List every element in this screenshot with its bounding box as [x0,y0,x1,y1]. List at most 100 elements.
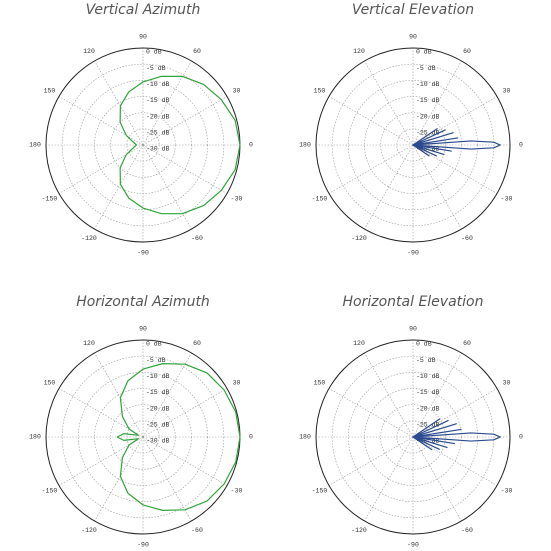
angle-label: -150 [42,488,58,495]
angle-label: -60 [191,235,203,242]
angle-label: 0 [519,142,523,149]
angle-label: 150 [314,88,326,95]
r-tick-label: -25 dB [146,422,170,429]
r-tick-label: -10 dB [416,81,440,88]
angle-label: 180 [29,142,41,149]
angle-label: -120 [81,527,97,534]
angle-label: 180 [299,142,311,149]
spoke [412,144,462,230]
grid-ring [380,404,446,470]
angle-label: 120 [353,340,365,347]
angle-label: 90 [409,326,417,333]
grid-ring [126,420,160,454]
spoke [364,144,414,230]
r-tick-label: -20 dB [146,405,170,412]
spoke [142,436,192,522]
angle-label: 120 [83,48,95,55]
angle-label: 150 [44,88,56,95]
angle-label: 150 [44,380,56,387]
grid-ring [364,96,462,194]
angle-label: -150 [312,196,328,203]
angle-label: -30 [501,196,513,203]
chart-title: Vertical Elevation [352,2,474,18]
angle-label: -120 [81,235,97,242]
angle-label: -90 [407,542,419,549]
r-tick-label: -15 dB [146,97,170,104]
r-tick-label: -30 dB [146,146,170,153]
r-tick-label: -25 dB [416,422,440,429]
spoke [94,352,144,438]
angle-label: 180 [299,434,311,441]
spoke [142,144,192,230]
angle-label: 30 [503,88,511,95]
r-tick-label: -20 dB [416,405,440,412]
angle-label: -90 [137,542,149,549]
angle-label: 30 [503,380,511,387]
angle-label: 150 [314,380,326,387]
angle-label: 120 [353,48,365,55]
grid-ring [61,355,225,519]
angle-label: 60 [463,340,471,347]
r-tick-label: -20 dB [416,113,440,120]
spoke [94,436,144,522]
grid-ring [348,372,478,502]
r-tick-label: 0 dB [416,49,432,56]
grid-ring [94,388,192,486]
angle-label: -90 [407,250,419,257]
chart-title: Horizontal Azimuth [76,294,210,310]
pattern-line [412,418,501,451]
r-tick-label: -10 dB [146,81,170,88]
grid-ring [94,96,192,194]
spoke [364,60,414,146]
grid-ring [364,388,462,486]
pattern-line [116,363,241,511]
grid-ring [348,80,478,210]
grid-ring [110,112,176,178]
r-tick-label: 0 dB [146,341,162,348]
r-tick-label: -5 dB [416,357,436,364]
grid-ring [331,355,495,519]
angle-label: 30 [233,380,241,387]
spoke [142,388,228,438]
angle-label: 0 [249,434,253,441]
spoke [412,388,498,438]
pattern-line [119,75,241,215]
outer-ring [315,47,511,243]
angle-label: -60 [191,527,203,534]
r-tick-label: -5 dB [416,65,436,72]
r-tick-label: -10 dB [146,373,170,380]
spoke [142,96,228,146]
grid-ring [110,404,176,470]
r-tick-label: -5 dB [146,357,166,364]
angle-label: 90 [409,34,417,41]
r-tick-label: -15 dB [146,389,170,396]
r-tick-label: 0 dB [146,49,162,56]
chart-title: Vertical Azimuth [86,2,201,18]
outer-ring [315,339,511,535]
angle-label: -30 [231,196,243,203]
pattern-line [412,128,501,157]
angle-label: -30 [231,488,243,495]
angle-label: 60 [463,48,471,55]
angle-label: 0 [249,142,253,149]
angle-label: -120 [351,235,367,242]
r-tick-label: -20 dB [146,113,170,120]
r-tick-label: -10 dB [416,373,440,380]
r-tick-label: -25 dB [146,130,170,137]
angle-label: -90 [137,250,149,257]
grid-ring [396,128,430,162]
angle-label: -30 [501,488,513,495]
angle-label: -120 [351,527,367,534]
angle-label: 0 [519,434,523,441]
angle-label: 90 [139,34,147,41]
spoke [94,144,144,230]
spoke [412,436,462,522]
angle-label: 60 [193,48,201,55]
spoke [94,60,144,146]
grid-ring [126,128,160,162]
r-tick-label: 0 dB [416,341,432,348]
angle-label: 60 [193,340,201,347]
angle-label: -150 [42,196,58,203]
grid-ring [396,420,430,454]
